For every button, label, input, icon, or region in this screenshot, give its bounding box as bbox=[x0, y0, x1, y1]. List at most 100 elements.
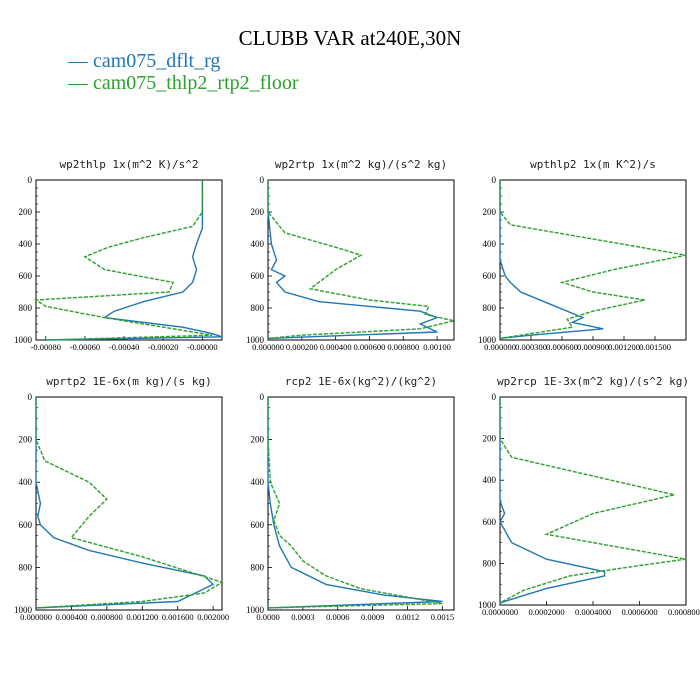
x-tick-label: 0.0000000 bbox=[482, 607, 518, 617]
x-tick-label: 0.001500 bbox=[639, 342, 671, 352]
panel-title: rcp2 1E-6x(kg^2)/(kg^2) bbox=[285, 375, 437, 388]
y-tick-label: 600 bbox=[483, 271, 497, 281]
y-tick-label: 600 bbox=[251, 520, 265, 530]
series-line-2 bbox=[267, 180, 455, 340]
x-tick-label: 0.000400 bbox=[55, 612, 87, 622]
series-line-1 bbox=[267, 180, 440, 340]
y-tick-label: 200 bbox=[251, 435, 265, 445]
x-tick-label: 0.0006000 bbox=[621, 607, 657, 617]
x-tick-label: 0.0012 bbox=[396, 612, 419, 622]
panel-title: wp2thlp 1x(m^2 K)/s^2 bbox=[59, 158, 198, 171]
y-tick-label: 0 bbox=[260, 392, 265, 402]
x-tick-label: 0.000900 bbox=[577, 342, 609, 352]
panel-title: wp2rcp 1E-3x(m^2 kg)/(s^2 kg) bbox=[497, 375, 689, 388]
y-tick-label: 1000 bbox=[478, 600, 497, 610]
series-line-2 bbox=[267, 397, 443, 609]
plot-frame bbox=[499, 396, 687, 606]
y-tick-label: 400 bbox=[483, 239, 497, 249]
x-tick-label: 0.000400 bbox=[320, 342, 352, 352]
panel-title: wprtp2 1E-6x(m kg)/(s kg) bbox=[46, 375, 212, 388]
panel-title: wpthlp2 1x(m K^2)/s bbox=[530, 158, 656, 171]
y-tick-label: 600 bbox=[19, 520, 33, 530]
series-line-2 bbox=[499, 397, 687, 604]
panel-1: wp2thlp 1x(m^2 K)/s^202004006008001000-0… bbox=[14, 158, 223, 352]
panel-title: wp2rtp 1x(m^2 kg)/(s^2 kg) bbox=[275, 158, 447, 171]
page-title: CLUBB VAR at240E,30N bbox=[238, 26, 462, 50]
y-tick-label: 200 bbox=[19, 435, 33, 445]
legend-item-dflt: — cam075_dflt_rg bbox=[68, 50, 221, 72]
y-tick-label: 200 bbox=[483, 434, 497, 444]
y-tick-label: 400 bbox=[251, 477, 265, 487]
x-tick-label: 0.0002000 bbox=[528, 607, 564, 617]
x-tick-label: 0.000200 bbox=[286, 342, 318, 352]
x-tick-label: -0.00080 bbox=[31, 342, 61, 352]
series-line-1 bbox=[499, 397, 606, 604]
y-tick-label: 0 bbox=[28, 175, 33, 185]
x-tick-label: 0.000800 bbox=[387, 342, 419, 352]
x-tick-label: 0.000600 bbox=[354, 342, 386, 352]
y-tick-label: 1000 bbox=[14, 335, 33, 345]
plot-frame bbox=[267, 396, 455, 611]
y-tick-label: 800 bbox=[483, 303, 497, 313]
y-tick-label: 0 bbox=[492, 175, 497, 185]
y-tick-label: 1000 bbox=[246, 335, 265, 345]
y-tick-label: 600 bbox=[483, 517, 497, 527]
panel-5: rcp2 1E-6x(kg^2)/(kg^2) 0 200 400 600 800 1000… bbox=[246, 375, 455, 622]
y-tick-label: 400 bbox=[483, 475, 497, 485]
x-tick-label: 0.0009 bbox=[361, 612, 384, 622]
panel-3: wpthlp2 1x(m K^2)/s020040060080010000.00… bbox=[478, 158, 687, 352]
x-tick-label: 0.0003 bbox=[291, 612, 314, 622]
legend: — cam075_dflt_rg — cam075_thlp2_rtp2_flo… bbox=[68, 50, 299, 94]
y-tick-label: 800 bbox=[19, 303, 33, 313]
panel-4: wprtp2 1E-6x(m kg)/(s kg) 0 200 400 600 800 10… bbox=[14, 375, 229, 622]
plot-frame bbox=[267, 179, 455, 341]
x-tick-label: 0.000300 bbox=[515, 342, 547, 352]
y-tick-label: 800 bbox=[19, 562, 33, 572]
legend-item-floor: — cam075_thlp2_rtp2_floor bbox=[68, 72, 299, 94]
series-line-2 bbox=[499, 180, 687, 340]
x-tick-label: 0.000000 bbox=[20, 612, 52, 622]
y-tick-label: 400 bbox=[19, 477, 33, 487]
series-line-1 bbox=[45, 180, 223, 341]
panel-6: wp2rcp 1E-3x(m^2 kg)/(s^2 kg)0 200 400 600 8… bbox=[478, 375, 700, 617]
series-line-2 bbox=[33, 180, 213, 341]
panel-2: wp2rtp 1x(m^2 kg)/(s^2 kg) 0 200 400 600 800 1… bbox=[246, 158, 455, 352]
y-tick-label: 1000 bbox=[14, 605, 33, 615]
y-tick-label: 600 bbox=[19, 271, 33, 281]
series-line-1 bbox=[267, 397, 443, 609]
series-line-1 bbox=[35, 397, 215, 609]
y-tick-label: 0 bbox=[492, 392, 497, 402]
y-tick-label: 400 bbox=[251, 239, 265, 249]
x-tick-label: 0.000000 bbox=[252, 342, 284, 352]
x-tick-label: 0.001200 bbox=[126, 612, 158, 622]
series-line-1 bbox=[499, 180, 604, 340]
y-tick-label: 0 bbox=[260, 175, 265, 185]
x-tick-label: 0.001200 bbox=[608, 342, 640, 352]
x-tick-label: 0.00100 bbox=[423, 342, 451, 352]
series-line-2 bbox=[35, 397, 224, 609]
x-tick-label: -0.00040 bbox=[109, 342, 139, 352]
x-tick-label: 0.001600 bbox=[162, 612, 194, 622]
x-tick-label: 0.0000 bbox=[256, 612, 279, 622]
y-tick-label: 1000 bbox=[478, 335, 497, 345]
y-tick-label: 400 bbox=[19, 239, 33, 249]
y-tick-label: 200 bbox=[483, 207, 497, 217]
plot-frame bbox=[499, 179, 687, 341]
y-tick-label: 200 bbox=[251, 207, 265, 217]
y-tick-label: 800 bbox=[483, 558, 497, 568]
y-tick-label: 0 bbox=[28, 392, 33, 402]
x-tick-label: 0.002000 bbox=[197, 612, 229, 622]
x-tick-label: -0.00000 bbox=[187, 342, 217, 352]
y-tick-label: 800 bbox=[251, 303, 265, 313]
x-tick-label: 0.0015 bbox=[431, 612, 454, 622]
x-tick-label: 0.0004000 bbox=[575, 607, 611, 617]
y-tick-label: 200 bbox=[19, 207, 33, 217]
x-tick-label: -0.00020 bbox=[148, 342, 178, 352]
y-tick-label: 800 bbox=[251, 562, 265, 572]
plot-frame bbox=[35, 396, 223, 611]
x-tick-label: 0.000000 bbox=[484, 342, 516, 352]
x-tick-label: 0.000600 bbox=[546, 342, 578, 352]
x-tick-label: 0.000800 bbox=[91, 612, 123, 622]
